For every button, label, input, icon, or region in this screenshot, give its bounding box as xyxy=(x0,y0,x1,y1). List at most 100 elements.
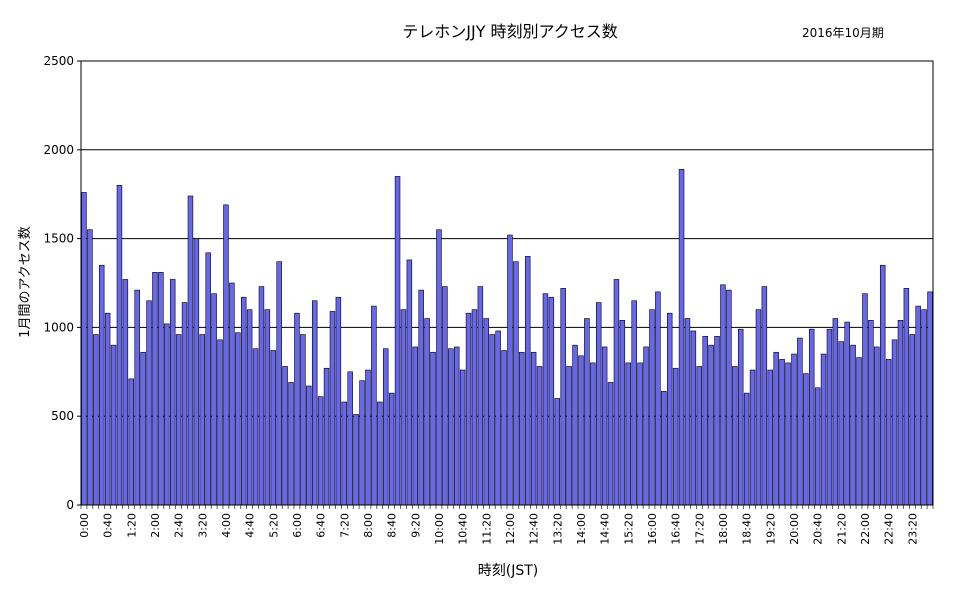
bar xyxy=(229,282,235,506)
bar xyxy=(465,312,472,506)
bar xyxy=(601,346,608,506)
y-axis-ticks: 0 500 1000 1500 2000 2500 xyxy=(43,54,81,512)
x-tick-label: 11:20 xyxy=(480,513,493,545)
x-tick-label: 18:00 xyxy=(717,513,730,545)
x-tick-label: 0:40 xyxy=(102,513,115,538)
bar xyxy=(696,366,703,506)
bar xyxy=(394,176,401,506)
bar xyxy=(702,335,708,506)
x-tick-label: 22:40 xyxy=(883,513,896,545)
x-tick-label: 12:40 xyxy=(528,513,541,545)
chart-title: テレホンJJY 時刻別アクセス数 xyxy=(402,22,618,41)
bar xyxy=(779,359,785,506)
bar xyxy=(655,291,661,506)
bar xyxy=(353,414,359,506)
bars xyxy=(81,169,933,506)
bar xyxy=(335,296,342,506)
bar xyxy=(164,323,170,506)
bar xyxy=(371,305,377,506)
x-tick-label: 15:20 xyxy=(622,513,635,545)
bar xyxy=(347,371,353,506)
bar xyxy=(501,350,507,506)
bar xyxy=(359,380,365,506)
bar xyxy=(87,229,93,506)
bar xyxy=(572,344,578,506)
bar xyxy=(306,385,312,506)
bar xyxy=(643,346,649,506)
bar xyxy=(578,355,584,506)
bar xyxy=(524,256,531,506)
bar xyxy=(93,334,99,506)
x-tick-label: 1:20 xyxy=(125,513,138,538)
bar xyxy=(915,305,921,506)
bar xyxy=(903,288,910,506)
x-tick-label: 3:20 xyxy=(196,513,209,538)
x-tick-label: 12:00 xyxy=(504,513,517,545)
bar xyxy=(666,312,673,506)
bar xyxy=(838,341,845,506)
bar xyxy=(761,286,768,506)
bar xyxy=(832,318,839,506)
bar xyxy=(566,366,572,506)
x-tick-label: 23:20 xyxy=(906,513,919,545)
bar xyxy=(820,353,827,506)
x-axis-ticks: 0:00 0:40 1:20 2:00 2:40 3:20 4:00 4:40 5:20 6:00… xyxy=(78,505,934,545)
grid-lines xyxy=(81,149,933,417)
bar xyxy=(412,346,419,506)
bar xyxy=(767,369,774,506)
bar xyxy=(803,373,809,506)
y-tick-label: 2000 xyxy=(43,143,74,157)
bar xyxy=(311,300,318,506)
bar xyxy=(235,332,241,506)
bar xyxy=(270,350,277,506)
bar xyxy=(536,366,543,506)
bar xyxy=(921,309,927,506)
x-tick-label: 19:20 xyxy=(764,513,777,545)
bar xyxy=(329,311,336,506)
bar xyxy=(625,362,632,506)
x-tick-label: 7:20 xyxy=(338,513,351,538)
bar xyxy=(530,351,537,506)
x-tick-label: 13:20 xyxy=(551,513,564,545)
bar xyxy=(223,204,229,506)
x-tick-label: 0:00 xyxy=(78,513,91,538)
bar xyxy=(146,300,152,506)
bar xyxy=(791,353,797,506)
bar xyxy=(128,378,135,506)
bar xyxy=(672,367,679,506)
bar xyxy=(258,286,265,506)
bar xyxy=(507,234,513,506)
bar xyxy=(400,309,407,506)
x-tick-label: 9:20 xyxy=(409,513,422,538)
bar xyxy=(240,296,247,506)
y-tick-label: 500 xyxy=(51,409,74,423)
bar xyxy=(732,366,738,506)
bar xyxy=(619,319,626,506)
bar xyxy=(708,344,714,506)
bar xyxy=(406,259,413,506)
bar xyxy=(282,366,288,506)
bar xyxy=(300,334,306,506)
x-tick-label: 2:40 xyxy=(173,513,186,538)
bar xyxy=(187,195,194,506)
bar xyxy=(140,351,146,506)
bar xyxy=(323,367,330,506)
bar xyxy=(885,359,892,506)
bar xyxy=(749,369,756,506)
bar xyxy=(288,382,294,506)
x-tick-label: 2:00 xyxy=(149,513,162,538)
bar xyxy=(743,392,750,506)
bar xyxy=(477,286,484,506)
bar xyxy=(649,309,655,506)
x-tick-label: 14:00 xyxy=(575,513,588,545)
bar xyxy=(737,328,744,506)
bar xyxy=(252,348,259,506)
x-tick-label: 10:00 xyxy=(433,513,446,545)
bar xyxy=(874,346,880,506)
bar xyxy=(797,337,803,506)
bar xyxy=(264,309,271,506)
bar xyxy=(388,392,395,506)
bar xyxy=(519,351,525,506)
bar xyxy=(436,229,442,506)
